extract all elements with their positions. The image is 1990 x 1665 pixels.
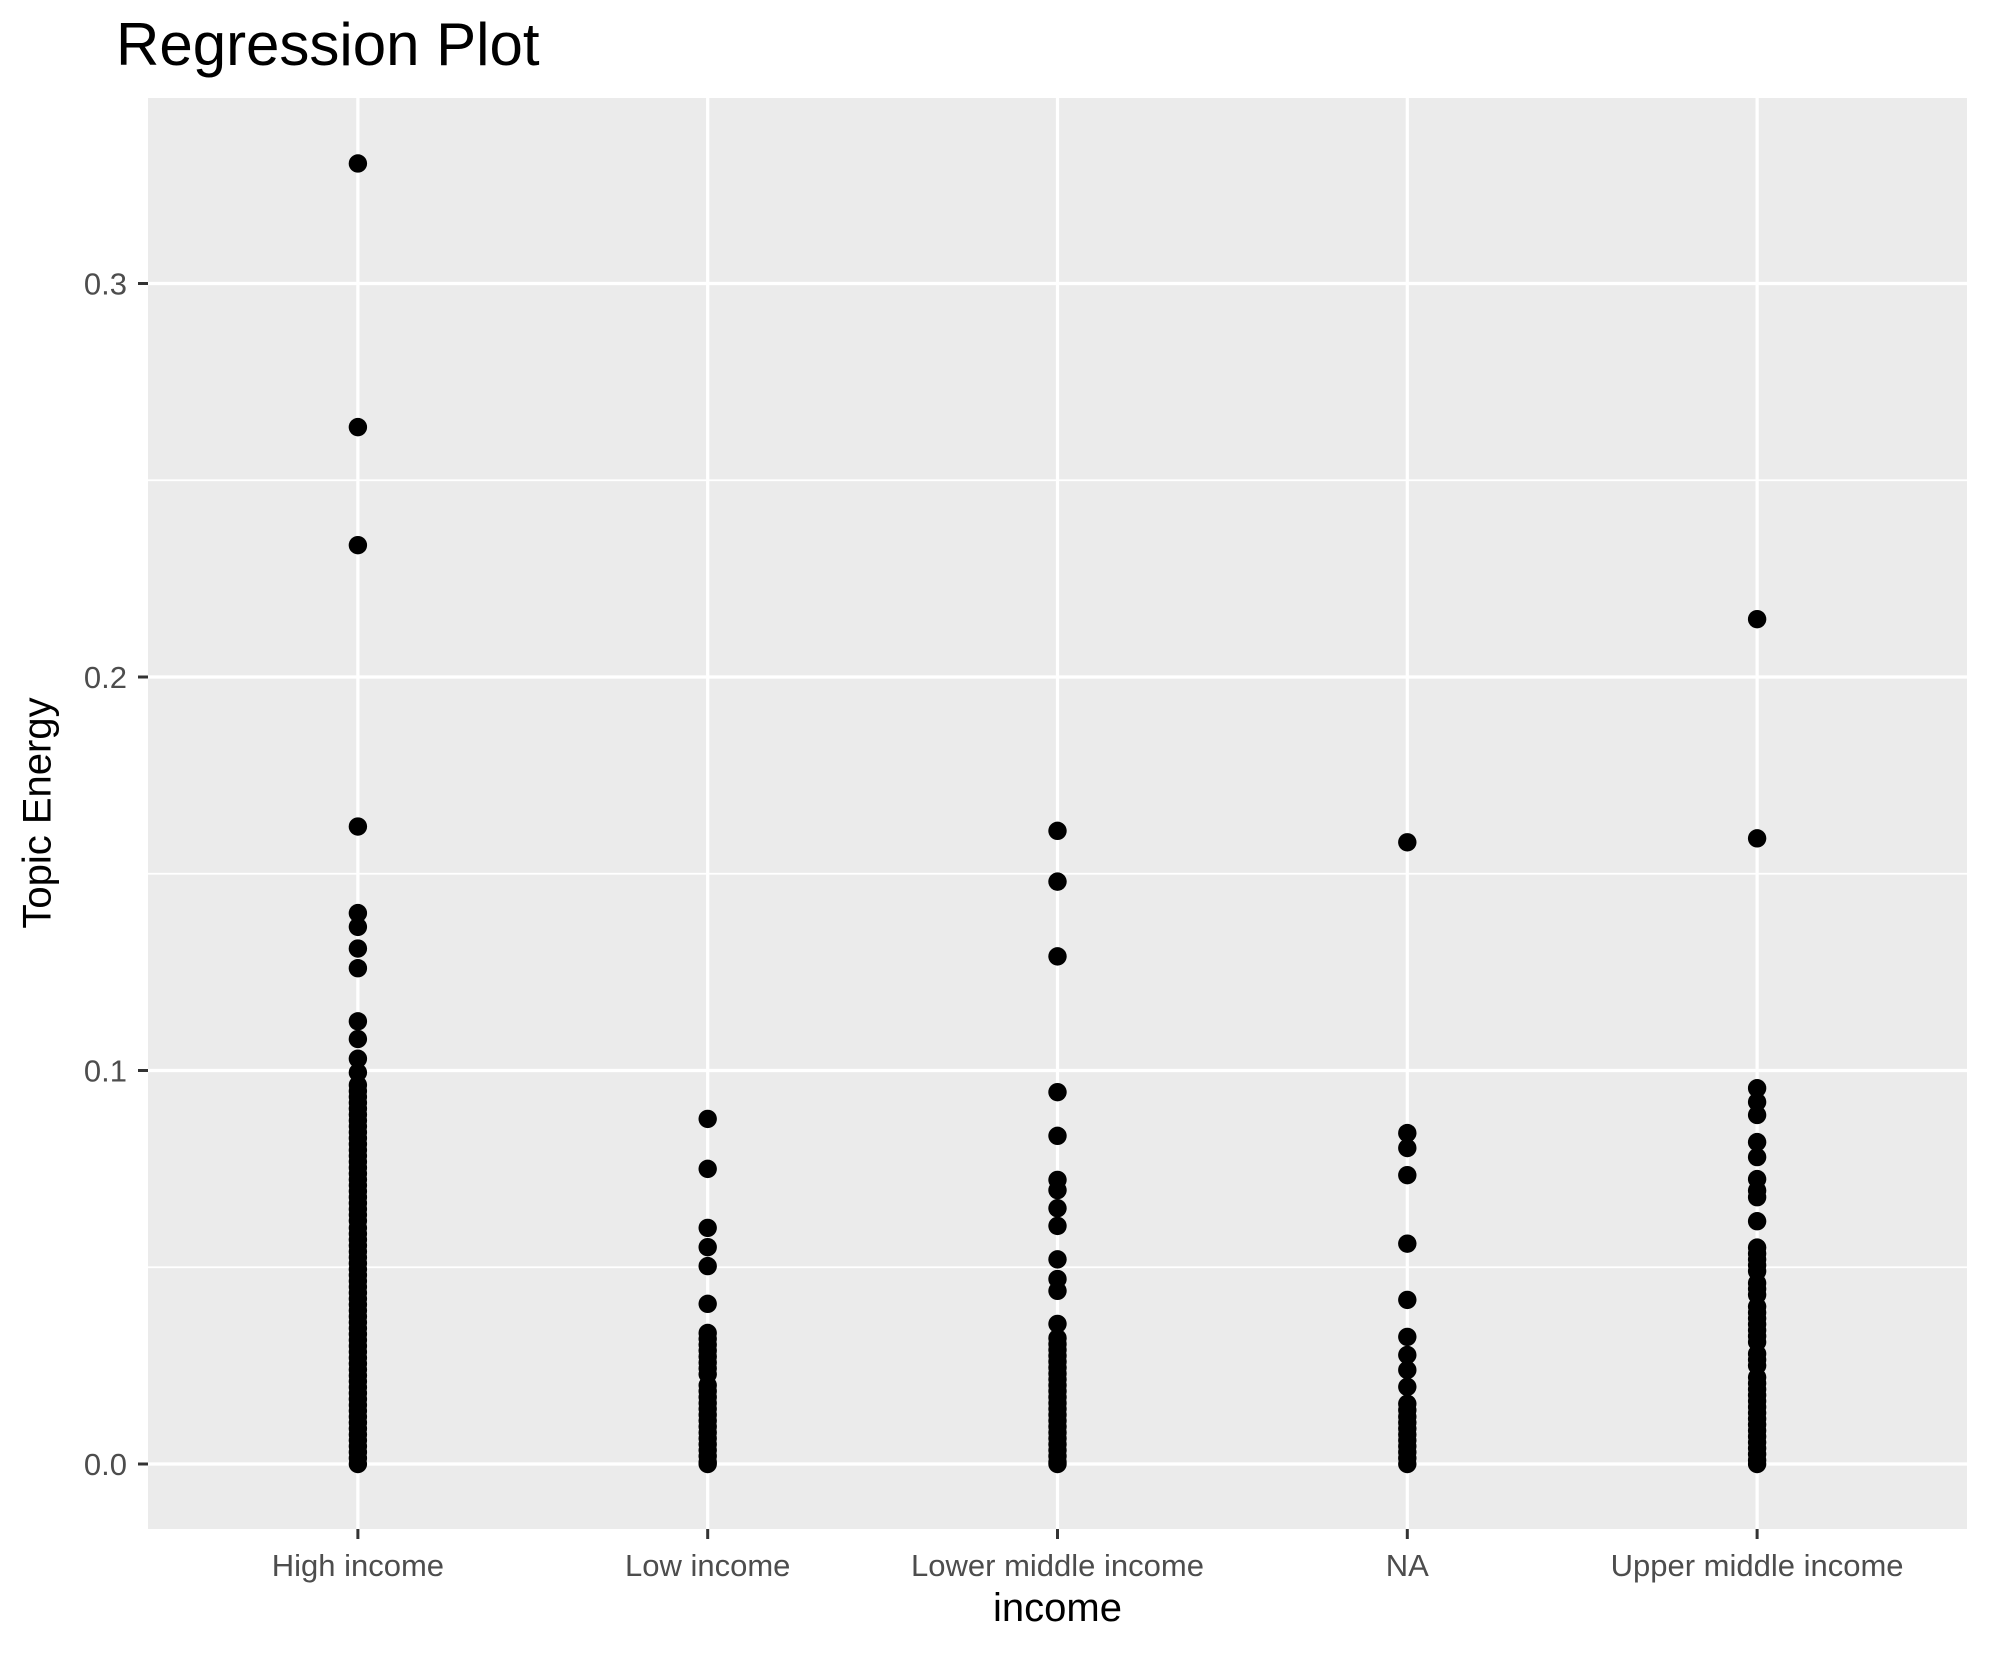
data-point: [698, 1218, 717, 1238]
data-point: [348, 1012, 368, 1031]
data-point: [348, 903, 368, 923]
data-point: [1747, 1079, 1767, 1098]
y-axis-title: Topic Energy: [15, 697, 60, 929]
x-tick-label: Upper middle income: [1611, 1548, 1904, 1583]
data-point: [1048, 947, 1067, 966]
data-point: [1747, 1132, 1767, 1152]
data-point: [1747, 1188, 1767, 1207]
data-point: [348, 939, 368, 958]
data-point: [348, 1063, 368, 1082]
data-point: [1747, 609, 1767, 629]
y-tick-label: 0.0: [84, 1447, 127, 1482]
data-point: [698, 1159, 717, 1179]
data-point: [1747, 1212, 1767, 1231]
data-point: [698, 1237, 717, 1257]
plot-title: Regression Plot: [116, 11, 540, 78]
data-point: [348, 1049, 368, 1068]
data-point: [1398, 1327, 1417, 1347]
data-point: [1398, 1234, 1417, 1253]
data-point: [1747, 829, 1767, 848]
y-tick-label: 0.3: [84, 267, 127, 302]
data-point: [1048, 872, 1067, 891]
data-point: [1747, 1454, 1767, 1474]
data-point: [1048, 1314, 1067, 1334]
data-point: [1398, 1290, 1417, 1310]
data-point: [698, 1454, 717, 1474]
data-point: [1048, 1281, 1067, 1301]
x-tick-label: NA: [1386, 1548, 1429, 1583]
data-point: [1398, 1138, 1417, 1158]
data-point: [698, 1294, 717, 1314]
x-axis-title: income: [993, 1586, 1122, 1630]
y-tick-label: 0.1: [84, 1054, 127, 1089]
data-point: [1048, 1199, 1067, 1218]
data-point: [698, 1256, 717, 1276]
data-point: [348, 154, 368, 173]
data-point: [1048, 1180, 1067, 1200]
x-tick-label: Lower middle income: [911, 1548, 1204, 1583]
data-point: [348, 917, 368, 937]
data-point: [1398, 1360, 1417, 1380]
data-point: [1048, 1454, 1067, 1474]
data-point: [1048, 821, 1067, 841]
data-point: [1398, 1377, 1417, 1397]
data-point: [1747, 1105, 1767, 1125]
data-point: [1048, 1250, 1067, 1269]
x-tick-label: High income: [272, 1548, 444, 1583]
data-point: [1398, 1454, 1417, 1474]
data-point: [1048, 1126, 1067, 1146]
data-point: [1747, 1147, 1767, 1167]
data-point: [348, 417, 368, 437]
data-point: [1747, 1092, 1767, 1112]
data-point: [348, 958, 368, 978]
data-point: [1398, 833, 1417, 852]
data-point: [348, 535, 368, 555]
data-point: [1398, 1123, 1417, 1143]
data-point: [348, 1454, 368, 1474]
data-point: [1398, 1345, 1417, 1365]
data-point: [348, 817, 368, 836]
data-point: [1048, 1082, 1067, 1102]
data-point: [698, 1109, 717, 1129]
x-tick-label: Low income: [625, 1548, 790, 1583]
data-point: [1398, 1165, 1417, 1185]
data-point: [348, 1029, 368, 1049]
data-point: [1048, 1216, 1067, 1236]
y-tick-label: 0.2: [84, 660, 127, 695]
